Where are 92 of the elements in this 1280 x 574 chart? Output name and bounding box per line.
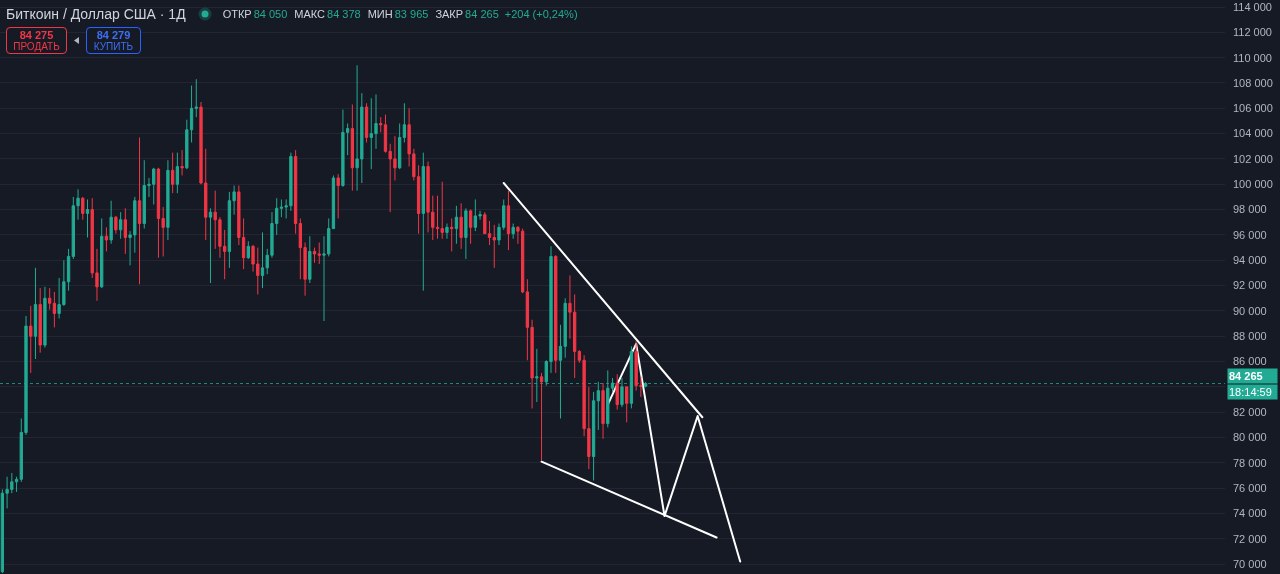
candlestick bbox=[625, 386, 629, 423]
candlestick bbox=[317, 242, 321, 265]
candlestick bbox=[175, 152, 180, 194]
candlestick bbox=[454, 205, 459, 245]
y-tick-label: 110 000 bbox=[1233, 51, 1272, 64]
candlestick bbox=[208, 207, 213, 284]
y-tick-label: 74 000 bbox=[1233, 507, 1267, 520]
y-tick-label: 90 000 bbox=[1233, 304, 1267, 317]
y-tick-label: 86 000 bbox=[1233, 355, 1267, 368]
candlestick bbox=[293, 149, 298, 235]
text: 18:14:59 bbox=[1229, 386, 1272, 398]
ref-line-label: 84 265 bbox=[1229, 370, 1263, 382]
candlestick bbox=[402, 102, 407, 143]
candlestick bbox=[29, 305, 33, 374]
chart-title: Биткоин / Доллар США · 1Д bbox=[6, 6, 186, 22]
candlestick bbox=[539, 372, 544, 461]
y-tick-label: 94 000 bbox=[1233, 254, 1267, 267]
candlestick bbox=[421, 152, 425, 292]
y-tick-label: 108 000 bbox=[1233, 76, 1273, 89]
candlestick bbox=[464, 207, 468, 260]
y-tick-label: 100 000 bbox=[1233, 178, 1273, 191]
candlestick bbox=[166, 159, 170, 241]
annotation: ЗАКР bbox=[435, 8, 464, 20]
y-tick-label: 106 000 bbox=[1233, 102, 1273, 115]
y-tick-label: 82 000 bbox=[1233, 406, 1267, 419]
candlestick bbox=[114, 215, 118, 235]
candlestick bbox=[468, 209, 473, 245]
candlestick bbox=[350, 104, 355, 192]
y-tick-label: 98 000 bbox=[1233, 203, 1267, 216]
candlestick bbox=[629, 345, 634, 409]
candlestick bbox=[450, 217, 454, 252]
candlestick bbox=[109, 200, 113, 245]
annotation: 83 965 bbox=[394, 8, 429, 20]
y-tick-label: 102 000 bbox=[1233, 152, 1273, 165]
candlestick bbox=[336, 173, 340, 219]
candlestick bbox=[511, 223, 515, 240]
candlestick bbox=[156, 167, 161, 259]
annotation: 84 279 bbox=[96, 28, 131, 41]
candlestick bbox=[260, 231, 265, 289]
candlestick bbox=[341, 109, 345, 188]
y-tick-label: 114 000 bbox=[1233, 0, 1272, 13]
candlestick bbox=[506, 190, 511, 251]
candlestick bbox=[312, 247, 317, 264]
y-tick-label: 104 000 bbox=[1233, 127, 1273, 140]
candlestick bbox=[38, 287, 42, 354]
candlestick bbox=[520, 228, 525, 294]
candlestick bbox=[591, 391, 596, 482]
candlestick bbox=[440, 181, 444, 240]
y-tick-label: 78 000 bbox=[1233, 456, 1267, 469]
candlestick bbox=[601, 382, 605, 440]
candlestick bbox=[81, 196, 85, 221]
y-tick-label: 88 000 bbox=[1233, 330, 1267, 343]
candlestick bbox=[246, 240, 250, 260]
candlestick bbox=[180, 149, 184, 176]
annotation: 84 378 bbox=[327, 8, 361, 20]
candlestick bbox=[118, 211, 123, 240]
candlestick bbox=[308, 235, 312, 284]
sell-button: 84 275 ПРОДАТЬ bbox=[6, 27, 67, 54]
candlestick bbox=[459, 202, 463, 250]
annotation: МИН bbox=[367, 8, 393, 20]
y-tick-label: 92 000 bbox=[1233, 279, 1267, 292]
candlestick bbox=[43, 286, 47, 349]
candlestick bbox=[48, 287, 52, 311]
y-tick-label: 112 000 bbox=[1233, 26, 1272, 39]
y-tick-label: 80 000 bbox=[1233, 431, 1267, 444]
buy-button: 84 279 КУПИТЬ bbox=[86, 27, 141, 54]
y-tick-label: 72 000 bbox=[1233, 532, 1267, 545]
candlestick bbox=[398, 123, 402, 170]
candlestick bbox=[445, 223, 449, 240]
candlestick bbox=[554, 254, 558, 374]
candlestick bbox=[52, 291, 57, 328]
annotation: ПРОДАТЬ bbox=[13, 40, 60, 53]
annotation: ОТКР bbox=[222, 8, 252, 20]
candlestick bbox=[100, 217, 104, 289]
candlestick bbox=[104, 226, 109, 252]
annotation: КУПИТЬ bbox=[93, 40, 134, 53]
candlestick bbox=[85, 198, 90, 238]
annotation: 84 275 bbox=[19, 28, 54, 41]
annotation: МАКС bbox=[294, 8, 326, 20]
candlestick bbox=[615, 373, 619, 411]
annotation: 84 050 bbox=[253, 8, 288, 20]
y-tick-label: 76 000 bbox=[1233, 482, 1267, 495]
candlestick bbox=[33, 267, 38, 360]
candlestick bbox=[170, 152, 175, 194]
candlestick bbox=[137, 136, 142, 285]
candlestick bbox=[123, 207, 127, 255]
annotation: 84 265 bbox=[465, 8, 499, 20]
annotation: +204 (+0,24%) bbox=[504, 8, 578, 20]
candlestick bbox=[492, 224, 496, 269]
y-tick-label: 96 000 bbox=[1233, 228, 1267, 241]
y-tick-label: 70 000 bbox=[1233, 557, 1267, 570]
candlestick bbox=[364, 102, 369, 143]
